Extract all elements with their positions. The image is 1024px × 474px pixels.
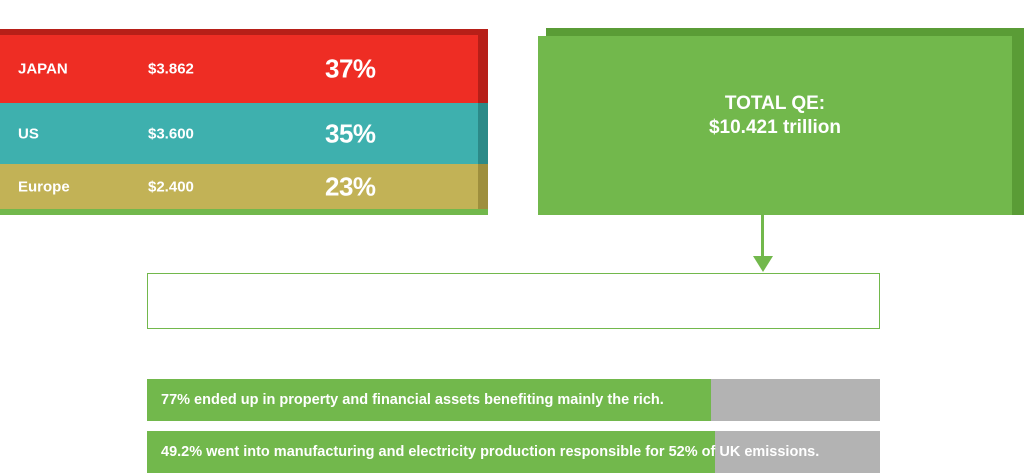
stat-text: 49.2% went into manufacturing and electr… — [161, 444, 820, 460]
row-top-face — [0, 29, 488, 35]
qe-amount: $.559 — [148, 224, 186, 242]
uk-stat-bar-manufacturing: 49.2% went into manufacturing and electr… — [147, 431, 880, 473]
country-label: JAPAN — [18, 60, 68, 78]
qe-percent: 35% — [325, 118, 376, 148]
total-qe-value: $10.421 trillion — [708, 117, 841, 138]
investment-statement-box: But this investment was not invested in … — [147, 273, 880, 329]
stat-text: 77% ended up in property and financial a… — [161, 392, 664, 408]
row-front-face — [0, 35, 478, 103]
qe-percent: 5% — [325, 217, 362, 248]
column-header-total-qe: Total QE ($ trillions) — [148, 2, 280, 18]
uk-heading-text: In the UK — [473, 345, 557, 366]
qe-percent: 37% — [325, 53, 376, 84]
arrow-down-icon — [753, 256, 773, 272]
qe-amount: $3.862 — [148, 60, 194, 78]
country-label: US — [18, 125, 39, 142]
total-box-top-face — [546, 28, 1012, 36]
investment-statement: But this investment was not invested in … — [188, 290, 839, 311]
column-header-percent: % of Total QE Spends — [320, 2, 465, 18]
country-label: UK — [18, 224, 40, 242]
total-qe-label: TOTAL QE: — [724, 93, 826, 114]
stat-bar-fill — [147, 431, 716, 473]
total-box-side-face — [1012, 28, 1024, 215]
row-front-face — [0, 164, 478, 209]
row-side-face — [478, 35, 488, 103]
stat-bar-fill — [147, 379, 712, 421]
uk-heading: In the UK — [0, 345, 1024, 367]
arrow-shaft — [761, 215, 764, 258]
row-side-face — [478, 103, 488, 164]
total-qe-text: TOTAL QE: $10.421 trillion — [538, 92, 1012, 140]
qe-percent: 23% — [325, 171, 376, 201]
row-front-face — [0, 103, 478, 164]
qe-amount: $2.400 — [148, 178, 194, 195]
row-side-face — [478, 164, 488, 209]
country-label: Europe — [18, 178, 70, 195]
uk-stat-bar-property: 77% ended up in property and financial a… — [147, 379, 880, 421]
qe-amount: $3.600 — [148, 125, 194, 142]
total-qe-box — [538, 36, 1012, 215]
uk-row-green-edge — [0, 209, 488, 215]
